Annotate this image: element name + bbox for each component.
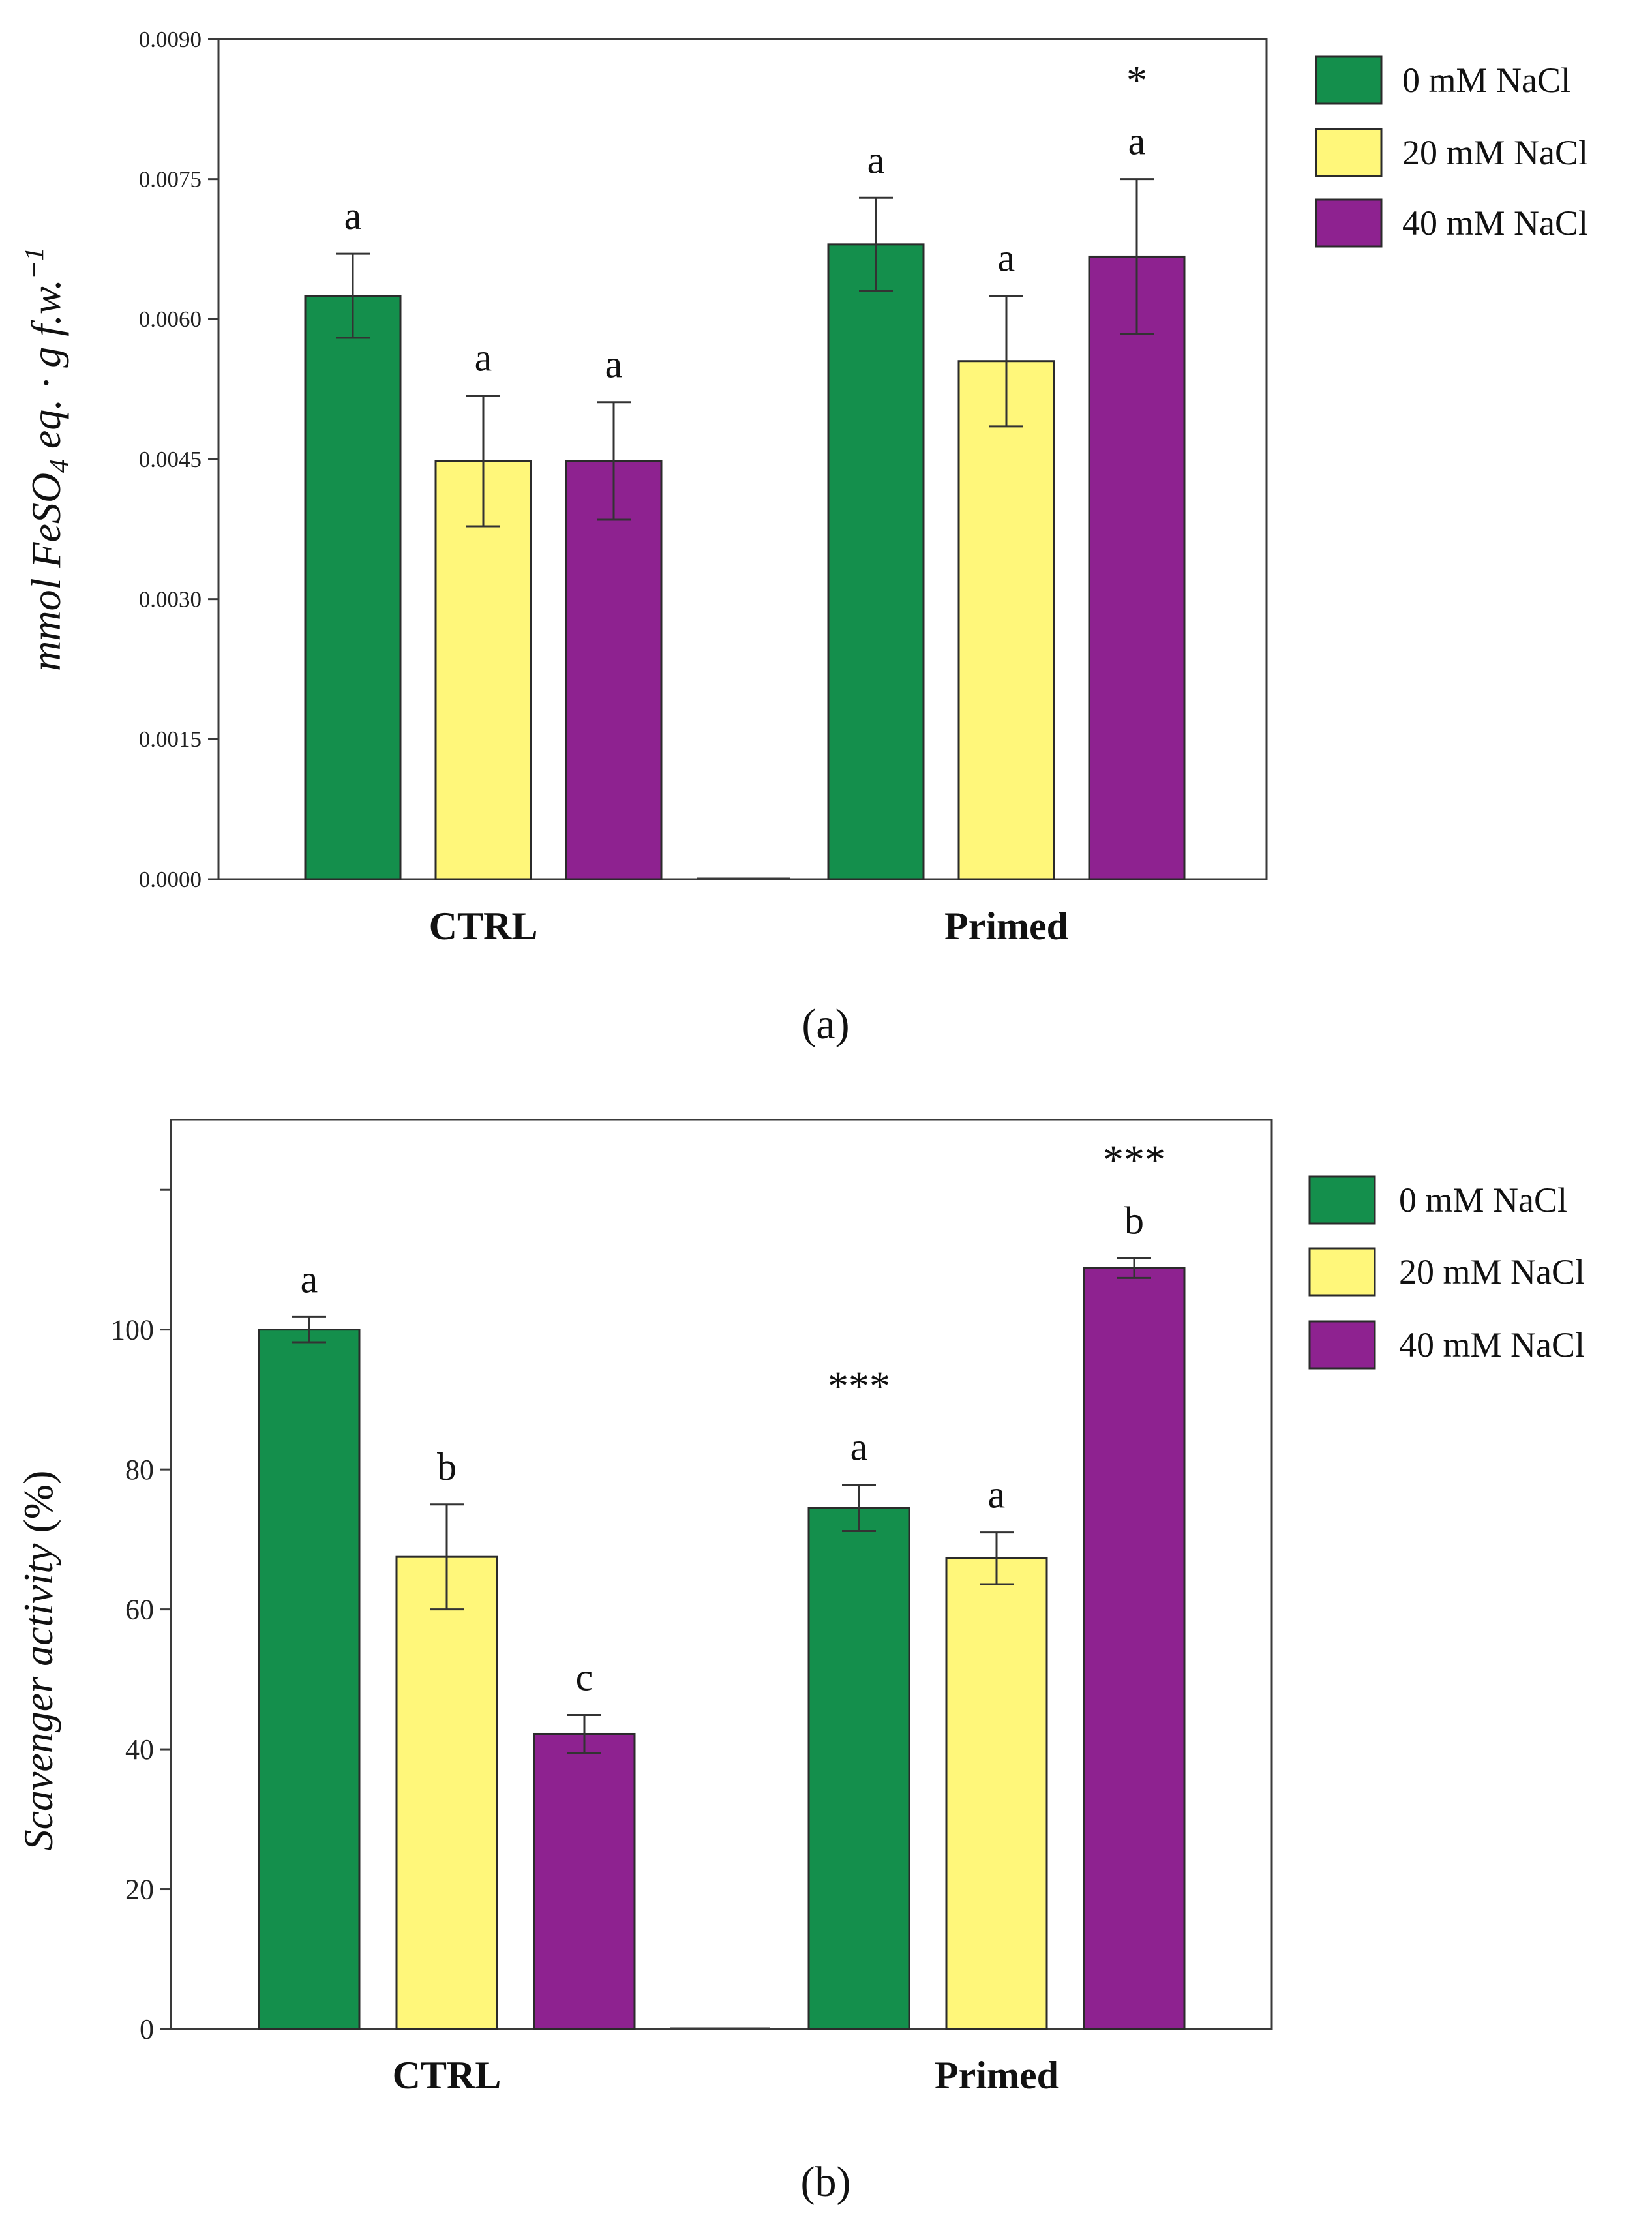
chart-panel-b: 0 20 40 60 80 100 Scavenger activity (%) a b c CTR…: [15, 1119, 1585, 2206]
legend-label: 20 mM NaCl: [1399, 1252, 1585, 1291]
bar: [945, 1557, 1048, 2030]
y-axis-label: Scavenger activity (%): [15, 1471, 61, 1851]
y-tick-label: 100: [111, 1314, 154, 1346]
bar: [258, 1329, 361, 2030]
bar: [807, 1507, 910, 2030]
y-axis-label: mmol FeSO4 eq. · g f.w.−1: [19, 247, 74, 671]
legend-swatch: [1308, 1247, 1376, 1297]
significance-letter: b: [437, 1445, 457, 1488]
y-tick-label: 20: [125, 1873, 154, 1905]
y-tick-label: 0.0075: [139, 167, 202, 192]
legend: 0 mM NaCl 20 mM NaCl 40 mM NaCl: [1315, 55, 1588, 248]
bar: [533, 1732, 636, 2030]
x-category-label: CTRL: [429, 905, 538, 948]
significance-letter: a: [998, 237, 1015, 280]
significance-letter: a: [850, 1426, 868, 1469]
x-category-label: Primed: [935, 2054, 1059, 2097]
bar: [1088, 255, 1186, 880]
y-axis-label-sup: −1: [19, 247, 49, 279]
significance-letter: c: [576, 1656, 593, 1699]
y-tick-label: 80: [125, 1454, 154, 1486]
legend-swatch: [1315, 198, 1383, 248]
y-tick-label: 40: [125, 1734, 154, 1766]
y-tick-label: 60: [125, 1594, 154, 1626]
legend: 0 mM NaCl 20 mM NaCl 40 mM NaCl: [1308, 1175, 1585, 1370]
significance-stars: ***: [1103, 1136, 1165, 1182]
y-tick-label: 0.0015: [139, 727, 202, 752]
significance-letter: a: [605, 343, 623, 386]
y-axis-label-main: mmol FeSO: [23, 473, 69, 671]
significance-letter: a: [344, 194, 362, 237]
y-axis-label-rest: eq. · g f.w.: [23, 279, 69, 459]
y-axis-label-main: Scavenger activity: [15, 1543, 61, 1850]
legend-swatch: [1315, 128, 1383, 177]
legend-label: 0 mM NaCl: [1399, 1180, 1567, 1220]
legend-label: 40 mM NaCl: [1399, 1325, 1585, 1364]
legend-label: 0 mM NaCl: [1402, 61, 1570, 100]
bar: [395, 1555, 498, 2030]
significance-letter: a: [301, 1257, 318, 1300]
significance-letter: a: [867, 138, 885, 181]
y-tick-label: 0.0090: [139, 27, 202, 52]
y-axis-label-sub: 4: [44, 459, 74, 473]
y-tick-label: 0: [140, 2013, 154, 2045]
bar: [827, 243, 925, 880]
legend-label: 40 mM NaCl: [1402, 203, 1588, 243]
y-tick-label: 0.0030: [139, 587, 202, 612]
x-category-label: CTRL: [393, 2054, 502, 2097]
panel-label: (a): [802, 1000, 849, 1048]
significance-stars: ***: [828, 1363, 890, 1409]
legend-swatch: [1308, 1175, 1376, 1225]
significance-letter: a: [988, 1473, 1006, 1516]
panel-label: (b): [801, 2158, 851, 2206]
significance-letter: a: [475, 337, 492, 380]
y-tick-label: 0.0045: [139, 447, 202, 472]
y-axis-label-rest: (%): [15, 1471, 61, 1544]
bar: [957, 360, 1055, 880]
significance-letter: a: [1128, 120, 1146, 163]
legend-swatch: [1315, 55, 1383, 105]
significance-letter: b: [1124, 1199, 1144, 1242]
legend-label: 20 mM NaCl: [1402, 133, 1588, 172]
significance-stars: *: [1126, 57, 1147, 104]
bar: [1083, 1267, 1186, 2030]
chart-panel-a: 0.0000 0.0015 0.0030 0.0045 0.0060 0.0075 0.00…: [19, 27, 1588, 1048]
bar: [434, 460, 532, 880]
bar: [304, 295, 402, 880]
bar: [565, 460, 663, 880]
y-tick-label: 0.0060: [139, 307, 202, 332]
x-category-label: Primed: [944, 905, 1068, 948]
legend-swatch: [1308, 1320, 1376, 1370]
y-tick-label: 0.0000: [139, 867, 202, 892]
